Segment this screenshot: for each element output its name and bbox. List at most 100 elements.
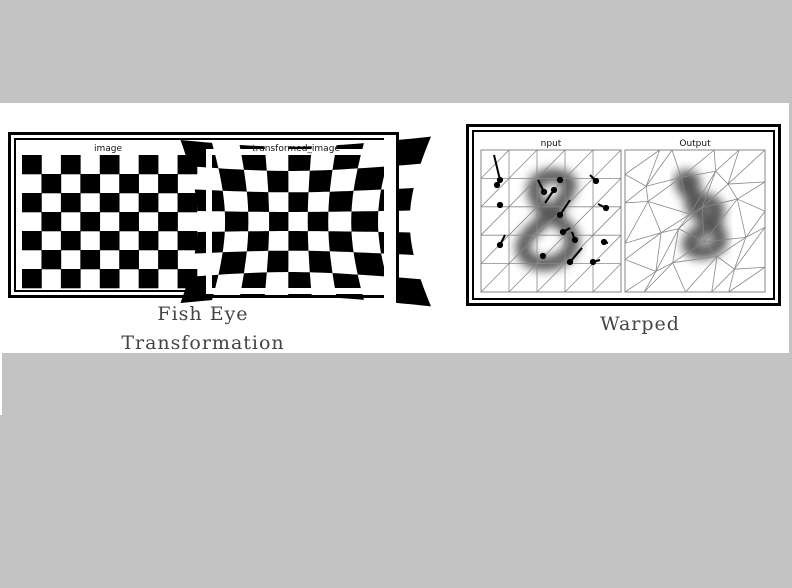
checker-square: [138, 193, 159, 213]
input-grid-diagonal: [536, 263, 566, 293]
fisheye-cell: [266, 170, 289, 193]
input-grid-diagonal: [564, 234, 594, 264]
fisheye-cell: [266, 250, 289, 273]
fisheye-cell: [308, 169, 333, 193]
fisheye-cell: [246, 191, 269, 212]
output-grid-diagonal: [660, 213, 691, 234]
checker-square: [60, 155, 81, 175]
fisheye-caption-line2: Transformation: [121, 332, 285, 354]
output-grid-line: [624, 232, 662, 244]
fisheye-cell: [353, 252, 387, 277]
output-grid-diagonal: [728, 266, 766, 293]
fisheye-cell: [328, 231, 354, 253]
arrow-head: [600, 238, 608, 246]
output-grid-diagonal: [655, 228, 679, 272]
output-grid-diagonal: [678, 207, 703, 230]
input-grid-diagonal: [592, 178, 622, 208]
displacement-arrows: [493, 154, 610, 266]
output-grid-diagonal: [685, 256, 718, 293]
output-grid-diagonal: [715, 149, 740, 172]
arrow-head: [556, 211, 564, 219]
fisheye-cell: [386, 136, 431, 167]
output-grid-line: [704, 236, 746, 243]
output-grid: [624, 149, 766, 293]
output-grid-line: [703, 241, 718, 257]
checker-square: [158, 212, 178, 232]
output-grid-line: [672, 255, 718, 264]
arrow-head: [496, 241, 504, 249]
output-grid-line: [672, 228, 679, 263]
fisheye-cell: [308, 250, 333, 274]
arrow-head: [556, 176, 564, 184]
arrow-head: [496, 201, 504, 209]
checker-square: [99, 231, 120, 251]
fisheye-cell: [269, 211, 289, 232]
input-grid-diagonal: [564, 206, 594, 236]
input-grid-diagonal: [592, 149, 622, 179]
fisheye-cell: [307, 211, 329, 232]
fisheye-cell: [351, 211, 379, 232]
checker-square: [60, 231, 81, 251]
fisheye-mask-left: [206, 149, 212, 294]
output-digit-blur: [674, 170, 728, 260]
fisheye-caption: Fish Eye Transformation: [100, 300, 306, 358]
output-panel: [624, 149, 766, 293]
input-grid-diagonal: [536, 149, 566, 179]
fisheye-cell: [353, 166, 387, 191]
output-grid-line: [655, 232, 662, 272]
fisheye-cell: [288, 231, 309, 251]
warp-caption: Warped: [600, 313, 680, 335]
output-grid-diagonal: [624, 271, 657, 293]
checker-square: [41, 250, 62, 270]
input-digit-blur: [515, 168, 580, 271]
input-grid-diagonal: [536, 234, 566, 264]
arrow-head: [589, 258, 597, 266]
output-grid-line: [647, 201, 691, 215]
output-grid-diagonal: [703, 198, 738, 243]
output-grid-diagonal: [645, 149, 673, 187]
output-grid-line: [701, 207, 705, 242]
input-grid: [480, 149, 622, 293]
fisheye-mask-bottom: [207, 288, 389, 294]
checker-square: [80, 250, 101, 270]
output-grid-line: [734, 266, 766, 270]
output-grid-line: [711, 256, 718, 293]
checker-square: [138, 269, 159, 289]
input-grid-diagonal: [564, 263, 594, 293]
checker-square: [60, 193, 81, 213]
output-grid-line: [713, 149, 717, 172]
output-grid-line: [701, 198, 738, 208]
fisheye-cell: [224, 211, 249, 232]
input-grid-diagonal: [564, 149, 594, 179]
arrow-head: [571, 236, 579, 244]
transformed-image-label: transformed_image: [252, 144, 340, 154]
fisheye-cell: [246, 231, 269, 252]
output-grid-line: [701, 171, 716, 208]
input-grid-diagonal: [480, 149, 510, 179]
fisheye-cell: [328, 190, 354, 212]
input-grid-diagonal: [508, 234, 538, 264]
input-grid-diagonal: [480, 263, 510, 293]
output-grid-line: [671, 149, 682, 178]
strip-edge: [0, 353, 2, 415]
output-grid-diagonal: [624, 185, 647, 204]
checker-square: [158, 174, 178, 194]
checker-square: [22, 231, 42, 251]
checker-square: [119, 212, 139, 232]
fisheye-cell: [288, 192, 309, 212]
input-grid-diagonal: [508, 206, 538, 236]
output-label: Output: [679, 139, 711, 149]
checker-square: [119, 174, 139, 194]
checkerboard-transformed: [180, 135, 431, 308]
output-grid-line: [689, 207, 703, 215]
checker-square: [99, 193, 120, 213]
input-grid-diagonal: [536, 206, 566, 236]
output-grid-diagonal: [734, 226, 766, 270]
checker-square: [177, 231, 198, 251]
arrow-head: [493, 181, 501, 189]
output-grid-line: [678, 213, 691, 230]
output-grid-line: [728, 269, 735, 293]
arrow-head: [566, 258, 574, 266]
arrow-head: [592, 177, 600, 185]
